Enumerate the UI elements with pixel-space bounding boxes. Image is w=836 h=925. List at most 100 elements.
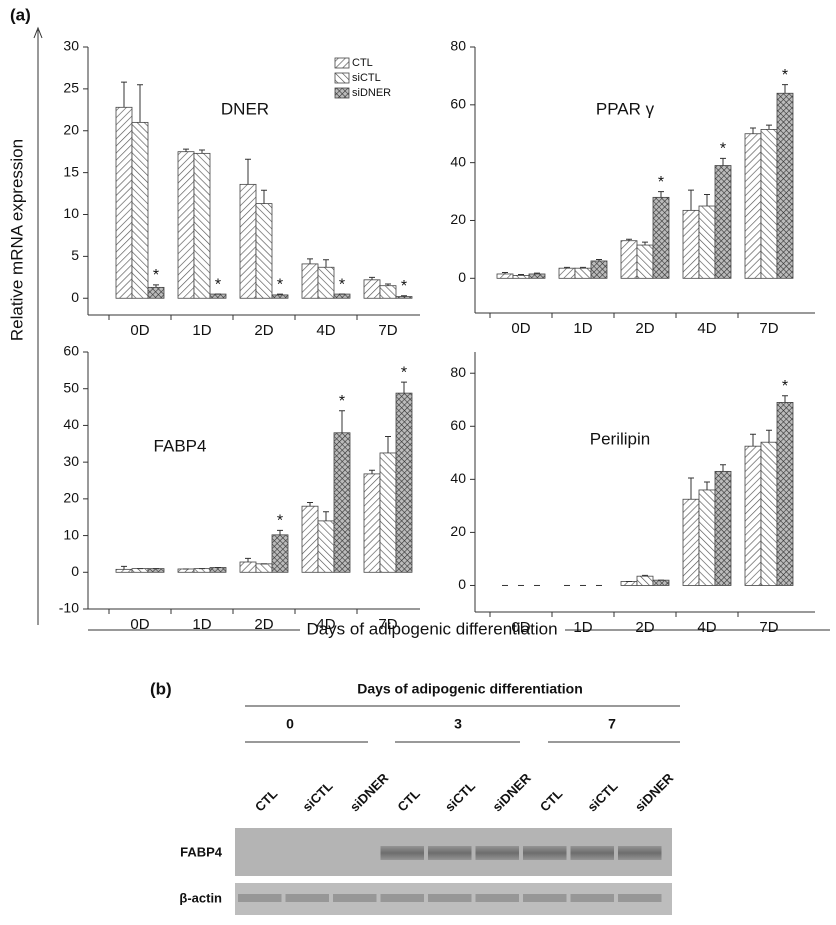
legend-label: CTL [352,57,373,69]
bar [132,122,148,298]
bar [529,274,545,278]
annotation: * [782,67,788,84]
bar [715,471,731,585]
bar [745,446,761,585]
error-bar [766,125,772,129]
y-tick-label: 0 [71,563,79,579]
blot-band [618,894,662,902]
lane-label: CTL [394,786,423,815]
y-tick-label: 80 [450,364,466,380]
legend-swatch [335,58,349,68]
bar [699,206,715,278]
y-tick-label: 40 [450,470,466,486]
blot-band [571,894,615,902]
y-tick-label: 5 [71,247,79,263]
blot-band [333,894,377,902]
y-tick-label: 25 [63,80,79,96]
lane-label: siCTL [584,778,620,814]
bar [761,129,777,278]
bar [777,402,793,585]
legend-label: siCTL [352,72,381,84]
blot-band [476,894,520,902]
error-bar [369,470,375,474]
bar [302,506,318,572]
bar [396,297,412,299]
x-tick-label: 0D [511,320,530,337]
x-tick-label: 7D [378,616,397,633]
bar [653,580,669,585]
bar [621,581,637,585]
annotation: * [401,278,407,295]
blot-band [428,894,472,902]
bar [621,241,637,279]
annotation: * [339,276,345,293]
panel-label: (b) [150,679,172,698]
x-tick-label: 7D [759,619,778,636]
blot: 037CTLsiCTLsiDNERCTLsiCTLsiDNERCTLsiCTLs… [179,716,680,915]
error-bar [750,128,756,134]
bar [334,433,350,573]
x-tick-label: 4D [697,320,716,337]
error-bar [688,190,694,210]
y-tick-label: 15 [63,163,79,179]
y-tick-label: 40 [63,416,79,432]
x-tick-label: 7D [759,320,778,337]
chart-title: Perilipin [590,429,650,448]
bar [116,107,132,298]
bar [210,568,226,573]
bar [318,267,334,298]
error-bar [642,242,648,245]
error-bar [782,396,788,403]
legend-swatch [335,88,349,98]
error-bar [121,82,127,107]
blot-band [523,846,567,860]
bar [116,569,132,572]
x-tick-label: 2D [635,320,654,337]
y-tick-label: 80 [450,38,466,54]
blot-band [523,894,567,902]
bar [637,576,653,585]
bar [364,280,380,298]
y-tick-label: 30 [63,38,79,54]
error-bar [137,85,143,123]
annotation: * [401,364,407,381]
lane-label: CTL [537,786,566,815]
annotation: * [215,276,221,293]
y-tick-label: 60 [450,96,466,112]
figure: (a) Relative mRNA expression Days of adi… [0,0,836,920]
error-bar [261,190,267,203]
error-bar [385,436,391,453]
blot-day: 7 [608,716,616,732]
bar [497,274,513,278]
bar [683,210,699,278]
error-bar [277,530,283,534]
blot-band [381,894,425,902]
bar [513,275,529,278]
bar [210,294,226,298]
bar [334,294,350,298]
bar [318,521,334,572]
y-tick-label: 20 [450,211,466,227]
blot-title: Days of adipogenic differentiation [357,681,583,697]
bar [715,166,731,279]
annotation: * [720,141,726,158]
annotation: * [658,174,664,191]
bar [240,184,256,298]
x-tick-label: 0D [130,616,149,633]
annotation: * [153,267,159,284]
blot-day: 0 [286,716,294,732]
y-tick-label: 20 [63,121,79,137]
bar [302,264,318,298]
bar [148,569,164,573]
bar [256,204,272,299]
bar [745,134,761,279]
annotation: * [339,393,345,410]
error-bar [720,158,726,165]
x-tick-label: 1D [192,616,211,633]
bar [699,490,715,586]
y-tick-label: -10 [59,600,79,616]
x-tick-label: 4D [316,616,335,633]
y-tick-label: 0 [458,576,466,592]
bar [575,268,591,278]
error-bar [704,482,710,490]
